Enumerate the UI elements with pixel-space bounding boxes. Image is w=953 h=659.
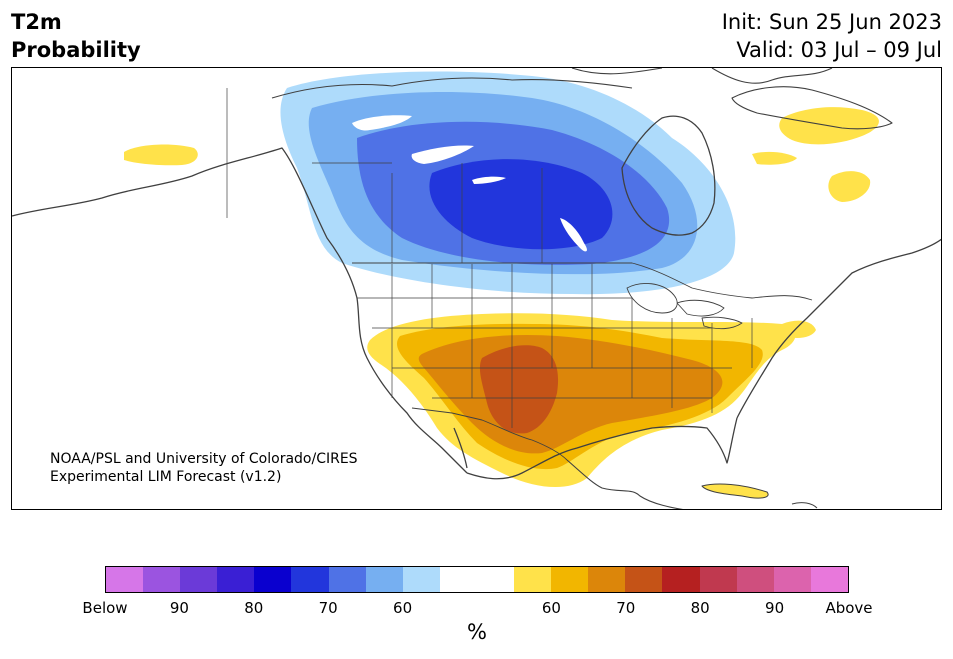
colorbar-segment xyxy=(699,567,737,592)
colorbar-segment xyxy=(217,567,255,592)
variable-name: T2m xyxy=(11,10,62,34)
colorbar-tick-label: 90 xyxy=(765,599,785,617)
colorbar-tick-label: 70 xyxy=(616,599,636,617)
above-70-contour xyxy=(479,345,559,434)
credit-line-1: NOAA/PSL and University of Colorado/CIRE… xyxy=(50,451,358,467)
quebec-warm-patch xyxy=(752,151,797,165)
colorbar-tick-label: 60 xyxy=(393,599,413,617)
colorbar-tick-label: Above xyxy=(825,599,873,617)
colorbar-segment xyxy=(402,567,440,592)
hudson-bay-coast xyxy=(621,115,716,236)
colorbar-segment xyxy=(439,567,477,592)
us-mexico-border xyxy=(411,407,568,461)
great-slave-lake xyxy=(411,145,474,164)
colorbar-segment xyxy=(514,567,552,592)
state-borders xyxy=(226,88,753,428)
valid-range: Valid: 03 Jul – 09 Jul xyxy=(736,38,942,62)
colorbar-segment xyxy=(291,567,329,592)
colorbar-tick-label: 80 xyxy=(690,599,710,617)
forecast-map: NOAA/PSL and University of Colorado/CIRE… xyxy=(11,67,942,510)
boundaries xyxy=(12,68,941,509)
chart-title: T2m Probability xyxy=(11,8,141,64)
coastline-east xyxy=(736,238,941,419)
coastline-gulf xyxy=(466,417,738,480)
central-america xyxy=(566,459,684,509)
colorbar-segment xyxy=(106,567,144,592)
colorbar-segment xyxy=(551,567,589,592)
colorbar-tick-label: 90 xyxy=(169,599,189,617)
northeast-warm-patch xyxy=(782,320,816,338)
colorbar-tick-label: 70 xyxy=(318,599,338,617)
above-normal-region xyxy=(367,313,796,488)
coastline-west xyxy=(12,147,468,474)
colorbar-segment xyxy=(476,567,515,592)
colorbar-segment xyxy=(328,567,366,592)
cuba-warm-patch xyxy=(702,484,769,499)
below-normal-region xyxy=(280,71,736,295)
credit-line-2: Experimental LIM Forecast (v1.2) xyxy=(50,469,282,485)
colorbar-tick-label: Below xyxy=(82,599,128,617)
alaska-warm-patch xyxy=(124,144,198,166)
forecast-dates: Init: Sun 25 Jun 2023 Valid: 03 Jul – 09… xyxy=(722,8,942,64)
labrador-warm-patch xyxy=(828,171,871,202)
colorbar-segment xyxy=(736,567,774,592)
colorbar-segment xyxy=(254,567,292,592)
great-bear-lake xyxy=(352,115,412,131)
colorbar-segment xyxy=(662,567,700,592)
colorbar-unit-label: % xyxy=(467,620,487,644)
us-canada-border xyxy=(352,262,813,301)
colorbar-segment xyxy=(588,567,626,592)
credit-text: NOAA/PSL and University of Colorado/CIRE… xyxy=(50,450,358,486)
colorbar-segment xyxy=(180,567,218,592)
lake-athabasca xyxy=(472,176,506,184)
arctic-coast xyxy=(271,68,833,99)
colorbar-segment xyxy=(773,567,811,592)
caribbean-islands xyxy=(701,483,818,509)
lake-winnipeg xyxy=(560,218,587,252)
baffin-island xyxy=(731,86,893,130)
colorbar-tick-label: 80 xyxy=(244,599,264,617)
colorbar-segment xyxy=(810,567,848,592)
colorbar-segment xyxy=(365,567,403,592)
colorbar xyxy=(105,566,849,593)
init-date: Init: Sun 25 Jun 2023 xyxy=(721,10,942,34)
colorbar-segment xyxy=(625,567,663,592)
product-name: Probability xyxy=(11,38,141,62)
colorbar-segment xyxy=(143,567,181,592)
colorbar-tick-label: 60 xyxy=(541,599,561,617)
isolated-patches xyxy=(124,107,879,499)
map-canvas xyxy=(12,68,941,509)
